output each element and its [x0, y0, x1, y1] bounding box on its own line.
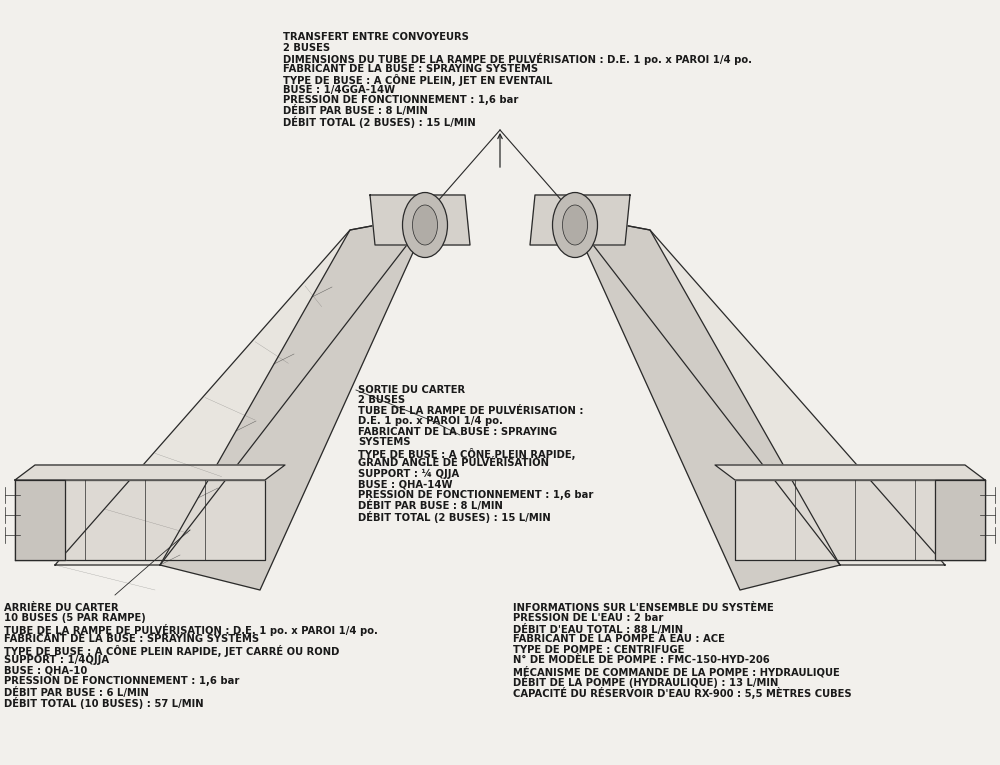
- Text: INFORMATIONS SUR L'ENSEMBLE DU SYSTÈME: INFORMATIONS SUR L'ENSEMBLE DU SYSTÈME: [513, 603, 774, 613]
- Text: FABRICANT DE LA BUSE : SPRAYING SYSTEMS: FABRICANT DE LA BUSE : SPRAYING SYSTEMS: [283, 63, 538, 73]
- Ellipse shape: [413, 205, 438, 245]
- Polygon shape: [715, 465, 985, 480]
- Text: ARRIÈRE DU CARTER: ARRIÈRE DU CARTER: [4, 603, 119, 613]
- Text: MÉCANISME DE COMMANDE DE LA POMPE : HYDRAULIQUE: MÉCANISME DE COMMANDE DE LA POMPE : HYDR…: [513, 666, 840, 677]
- Text: DÉBIT DE LA POMPE (HYDRAULIQUE) : 13 L/MIN: DÉBIT DE LA POMPE (HYDRAULIQUE) : 13 L/M…: [513, 676, 778, 688]
- Text: FABRICANT DE LA BUSE : SPRAYING SYSTEMS: FABRICANT DE LA BUSE : SPRAYING SYSTEMS: [4, 634, 259, 644]
- Text: DÉBIT TOTAL (2 BUSES) : 15 L/MIN: DÉBIT TOTAL (2 BUSES) : 15 L/MIN: [283, 116, 476, 128]
- Text: N° DE MODÈLE DE POMPE : FMC-150-HYD-206: N° DE MODÈLE DE POMPE : FMC-150-HYD-206: [513, 655, 770, 666]
- Text: 2 BUSES: 2 BUSES: [358, 396, 405, 405]
- Text: TYPE DE BUSE : A CÔNE PLEIN RAPIDE, JET CARRÉ OU ROND: TYPE DE BUSE : A CÔNE PLEIN RAPIDE, JET …: [4, 645, 339, 656]
- Polygon shape: [570, 215, 945, 565]
- Text: PRESSION DE FONCTIONNEMENT : 1,6 bar: PRESSION DE FONCTIONNEMENT : 1,6 bar: [358, 490, 593, 500]
- Polygon shape: [935, 480, 985, 560]
- Text: DÉBIT D'EAU TOTAL : 88 L/MIN: DÉBIT D'EAU TOTAL : 88 L/MIN: [513, 623, 683, 635]
- Text: SYSTEMS: SYSTEMS: [358, 438, 411, 448]
- Text: PRESSION DE L'EAU : 2 bar: PRESSION DE L'EAU : 2 bar: [513, 614, 663, 623]
- Text: FABRICANT DE LA BUSE : SPRAYING: FABRICANT DE LA BUSE : SPRAYING: [358, 427, 557, 437]
- Ellipse shape: [562, 205, 588, 245]
- Text: TRANSFERT ENTRE CONVOYEURS: TRANSFERT ENTRE CONVOYEURS: [283, 32, 469, 42]
- Polygon shape: [15, 480, 65, 560]
- Text: PRESSION DE FONCTIONNEMENT : 1,6 bar: PRESSION DE FONCTIONNEMENT : 1,6 bar: [283, 95, 518, 105]
- Text: SORTIE DU CARTER: SORTIE DU CARTER: [358, 385, 465, 395]
- Polygon shape: [55, 215, 430, 565]
- Text: 10 BUSES (5 PAR RAMPE): 10 BUSES (5 PAR RAMPE): [4, 614, 146, 623]
- Text: DÉBIT TOTAL (10 BUSES) : 57 L/MIN: DÉBIT TOTAL (10 BUSES) : 57 L/MIN: [4, 697, 204, 709]
- Text: CAPACITÉ DU RÉSERVOIR D'EAU RX-900 : 5,5 MÈTRES CUBES: CAPACITÉ DU RÉSERVOIR D'EAU RX-900 : 5,5…: [513, 687, 852, 698]
- Text: SUPPORT : 1/4QJJA: SUPPORT : 1/4QJJA: [4, 655, 109, 666]
- Text: D.E. 1 po. x PAROI 1/4 po.: D.E. 1 po. x PAROI 1/4 po.: [358, 416, 503, 426]
- Text: DÉBIT PAR BUSE : 8 L/MIN: DÉBIT PAR BUSE : 8 L/MIN: [358, 500, 503, 511]
- Text: BUSE : 1/4GGA-14W: BUSE : 1/4GGA-14W: [283, 85, 395, 95]
- Polygon shape: [160, 215, 430, 590]
- Text: BUSE : QHA-10: BUSE : QHA-10: [4, 666, 87, 675]
- Text: TYPE DE BUSE : A CÔNE PLEIN, JET EN EVENTAIL: TYPE DE BUSE : A CÔNE PLEIN, JET EN EVEN…: [283, 74, 552, 86]
- Text: PRESSION DE FONCTIONNEMENT : 1,6 bar: PRESSION DE FONCTIONNEMENT : 1,6 bar: [4, 676, 239, 686]
- Text: SUPPORT : ¼ QJJA: SUPPORT : ¼ QJJA: [358, 469, 459, 479]
- Polygon shape: [735, 480, 985, 560]
- Text: 2 BUSES: 2 BUSES: [283, 43, 330, 53]
- Text: FABRICANT DE LA POMPE À EAU : ACE: FABRICANT DE LA POMPE À EAU : ACE: [513, 634, 725, 644]
- Polygon shape: [530, 195, 630, 245]
- Text: GRAND ANGLE DE PULVÉRISATION: GRAND ANGLE DE PULVÉRISATION: [358, 458, 549, 468]
- Text: DÉBIT PAR BUSE : 6 L/MIN: DÉBIT PAR BUSE : 6 L/MIN: [4, 687, 149, 698]
- Polygon shape: [570, 215, 840, 590]
- Text: DÉBIT PAR BUSE : 8 L/MIN: DÉBIT PAR BUSE : 8 L/MIN: [283, 106, 428, 116]
- Text: BUSE : QHA-14W: BUSE : QHA-14W: [358, 479, 452, 489]
- Polygon shape: [370, 195, 470, 245]
- Text: TUBE DE LA RAMPE DE PULVÉRISATION : D.E. 1 po. x PAROI 1/4 po.: TUBE DE LA RAMPE DE PULVÉRISATION : D.E.…: [4, 623, 378, 636]
- Polygon shape: [15, 480, 265, 560]
- Text: DIMENSIONS DU TUBE DE LA RAMPE DE PULVÉRISATION : D.E. 1 po. x PAROI 1/4 po.: DIMENSIONS DU TUBE DE LA RAMPE DE PULVÉR…: [283, 53, 752, 65]
- Polygon shape: [15, 465, 285, 480]
- Ellipse shape: [402, 193, 448, 258]
- Text: TYPE DE BUSE : A CÔNE PLEIN RAPIDE,: TYPE DE BUSE : A CÔNE PLEIN RAPIDE,: [358, 448, 576, 460]
- Text: TYPE DE POMPE : CENTRIFUGE: TYPE DE POMPE : CENTRIFUGE: [513, 645, 684, 655]
- Text: TUBE DE LA RAMPE DE PULVÉRISATION :: TUBE DE LA RAMPE DE PULVÉRISATION :: [358, 405, 584, 415]
- Ellipse shape: [552, 193, 598, 258]
- Text: DÉBIT TOTAL (2 BUSES) : 15 L/MIN: DÉBIT TOTAL (2 BUSES) : 15 L/MIN: [358, 510, 551, 522]
